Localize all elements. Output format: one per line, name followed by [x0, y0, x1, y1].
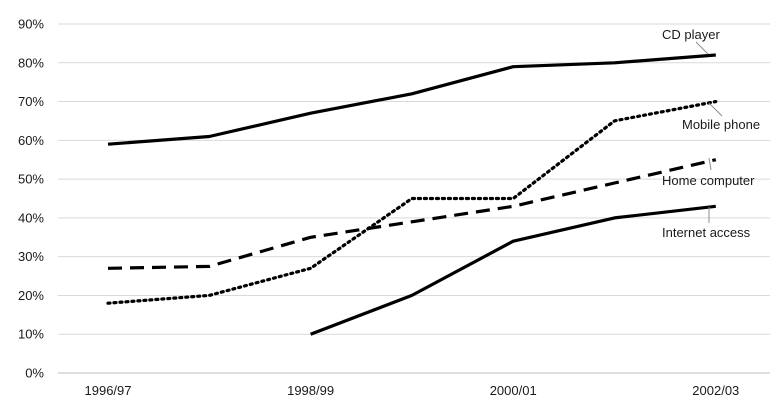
- label-leader-line: [708, 102, 723, 117]
- y-tick-label: 0%: [25, 366, 44, 381]
- series-line-mobile-phone: [106, 99, 718, 305]
- y-tick-label: 70%: [18, 94, 44, 109]
- series-line-home-computer: [107, 158, 717, 270]
- series-label: Home computer: [662, 173, 755, 188]
- x-tick-label: 2002/03: [692, 383, 739, 398]
- series-label: CD player: [662, 27, 720, 42]
- y-axis-ticks: 0% 10% 20% 30% 40% 50% 60% 70% 80% 90%: [18, 17, 44, 381]
- label-leader-line: [708, 157, 712, 171]
- y-tick-label: 50%: [18, 172, 44, 187]
- series-line-internet-access: [310, 204, 716, 336]
- series-label: Mobile phone: [682, 117, 760, 132]
- series-label: Internet access: [662, 225, 751, 240]
- x-axis-ticks: 1996/97 1998/99 2000/01 2002/03: [85, 383, 740, 398]
- y-tick-label: 10%: [18, 327, 44, 342]
- x-tick-label: 2000/01: [490, 383, 537, 398]
- y-tick-label: 80%: [18, 55, 44, 70]
- x-tick-label: 1998/99: [287, 383, 334, 398]
- series-labels: CD player Mobile phone Home computer Intern…: [662, 27, 760, 240]
- series-lines: [106, 53, 718, 336]
- y-tick-label: 60%: [18, 133, 44, 148]
- series-line-cd-player: [107, 53, 716, 146]
- y-tick-label: 30%: [18, 249, 44, 264]
- y-tick-label: 40%: [18, 210, 44, 225]
- label-leader-line: [695, 41, 709, 55]
- y-tick-label: 90%: [18, 17, 44, 32]
- x-tick-label: 1996/97: [85, 383, 132, 398]
- y-tick-label: 20%: [18, 288, 44, 303]
